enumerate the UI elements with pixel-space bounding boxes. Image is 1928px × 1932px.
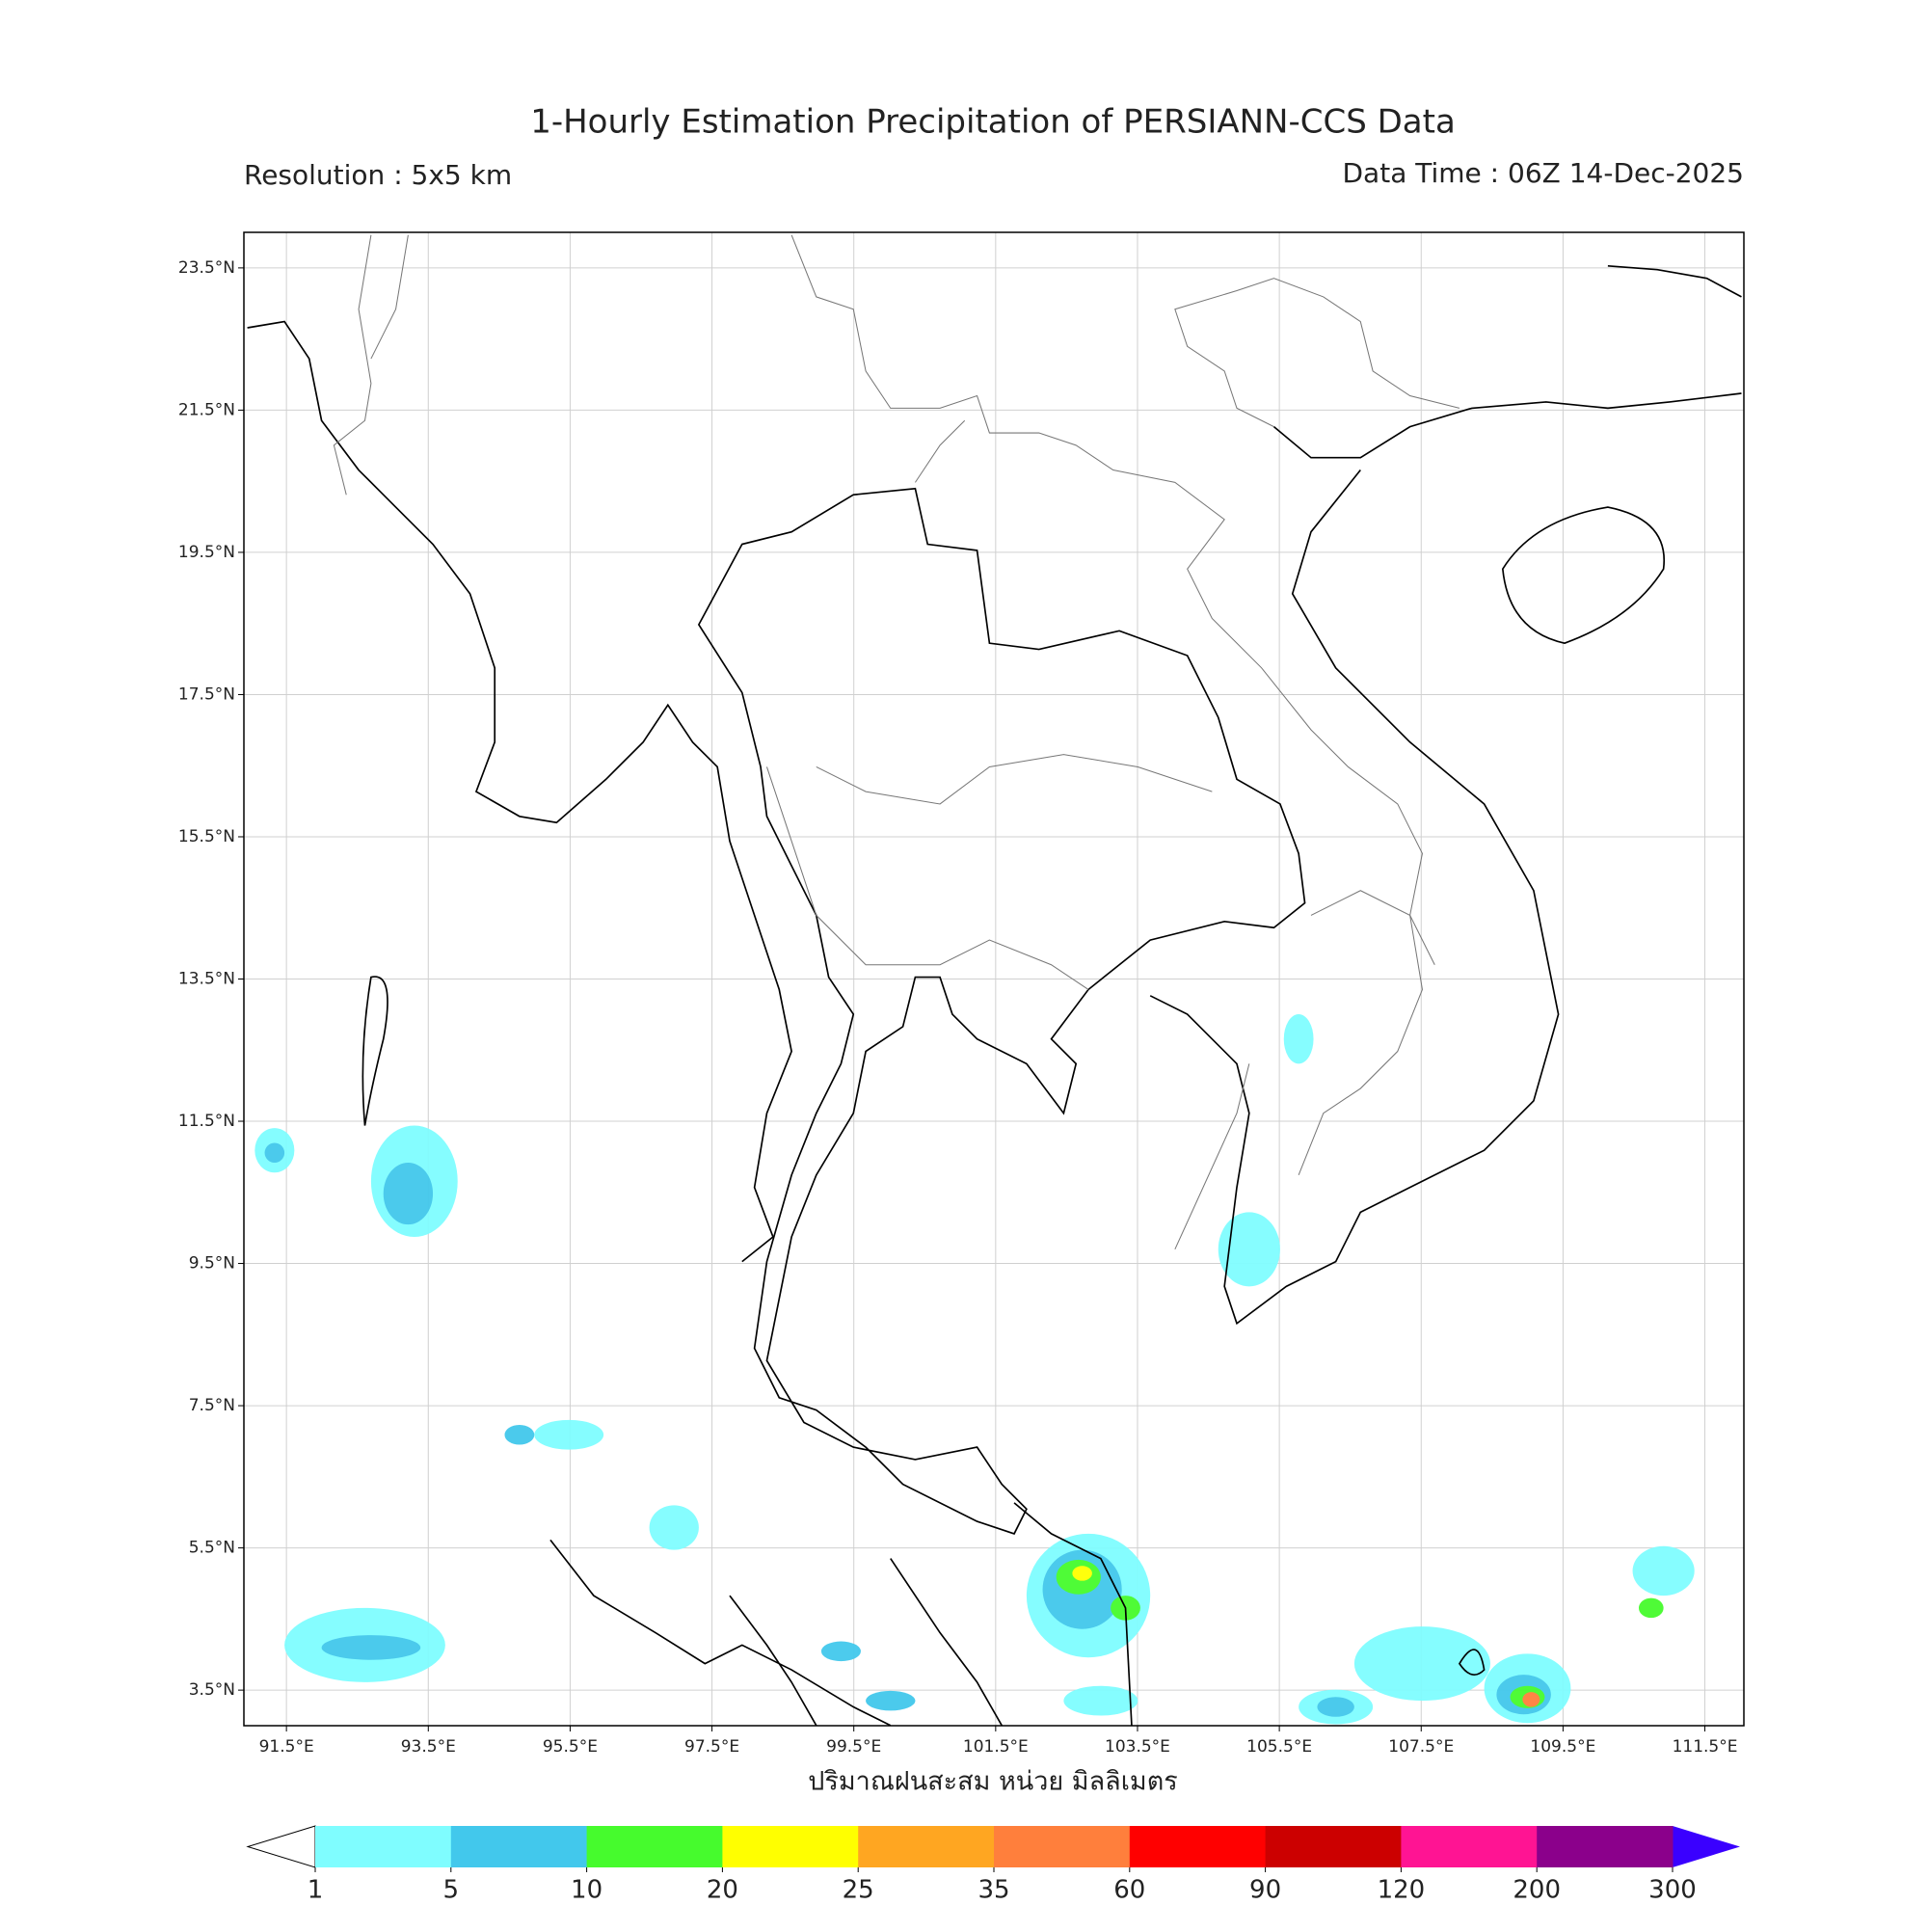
x-tick-label: 107.5°E [1388,1737,1454,1757]
x-axis-label: ปริมาณฝนสะสม หน่วย มิลลิเมตร [808,1767,1178,1797]
y-tick-label: 7.5°N [189,1396,235,1415]
colorbar-tick-label: 5 [443,1876,460,1905]
y-tick-label: 15.5°N [178,827,235,846]
geography [247,234,1742,1727]
colorbar-segment [1401,1826,1538,1867]
subtitle-left: Resolution : 5x5 km [244,159,512,191]
y-tick-label: 17.5°N [178,684,235,704]
x-tick-label: 97.5°E [684,1737,739,1757]
y-tick-label: 21.5°N [178,400,235,419]
colorbar-over-arrow [1673,1826,1740,1867]
title: 1-Hourly Estimation Precipitation of PER… [530,103,1456,142]
colorbar-tick-label: 25 [843,1876,874,1905]
colorbar-segment [1265,1826,1402,1867]
y-tick-label: 23.5°N [178,258,235,278]
x-tick-label: 95.5°E [543,1737,598,1757]
colorbar-segment [586,1826,723,1867]
colorbar-segment [858,1826,995,1867]
colorbar-tick-label: 200 [1513,1876,1561,1905]
colorbar-tick-label: 35 [977,1876,1009,1905]
colorbar: 1 5 10 20 25 35 60 90 120 200 300 [246,1825,1740,1905]
colorbar-segment [315,1826,452,1867]
colorbar-segment [994,1826,1131,1867]
grid [244,232,1744,1726]
colorbar-tick-label: 60 [1113,1876,1145,1905]
x-tick-label: 99.5°E [826,1737,881,1757]
colorbar-tick-label: 10 [571,1876,602,1905]
y-tick-label: 19.5°N [178,543,235,562]
x-tick-label: 109.5°E [1530,1737,1595,1757]
colorbar-tick-label: 1 [308,1876,324,1905]
rain-patches [254,1014,1695,1725]
x-tick-label: 103.5°E [1105,1737,1170,1757]
colorbar-segment [1129,1826,1267,1867]
map: 91.5°E 93.5°E 95.5°E 97.5°E 99.5°E 101.5°E 103… [178,231,1745,1757]
subtitle-right: Data Time : 06Z 14-Dec-2025 [1343,157,1745,189]
colorbar-segment [1537,1826,1674,1867]
x-tick-label: 111.5°E [1673,1737,1738,1757]
y-tick-label: 3.5°N [189,1680,235,1700]
map-frame [243,231,1745,1727]
x-tick-label: 105.5°E [1246,1737,1312,1757]
colorbar-under-arrow [246,1825,316,1868]
x-tick-label: 93.5°E [401,1737,456,1757]
y-tick-label: 13.5°N [178,970,235,989]
y-tick-label: 9.5°N [189,1254,235,1274]
y-tick-label: 5.5°N [189,1539,235,1558]
x-tick-label: 91.5°E [259,1737,314,1757]
colorbar-tick-label: 120 [1378,1876,1426,1905]
colorbar-segment [722,1826,859,1867]
colorbar-tick-label: 300 [1648,1876,1697,1905]
colorbar-tick-label: 20 [707,1876,738,1905]
x-tick-label: 101.5°E [963,1737,1029,1757]
y-tick-label: 11.5°N [178,1112,235,1131]
colorbar-segment [450,1826,588,1867]
colorbar-tick-label: 90 [1249,1876,1281,1905]
ticks: 91.5°E 93.5°E 95.5°E 97.5°E 99.5°E 101.5°E 103… [178,258,1738,1757]
